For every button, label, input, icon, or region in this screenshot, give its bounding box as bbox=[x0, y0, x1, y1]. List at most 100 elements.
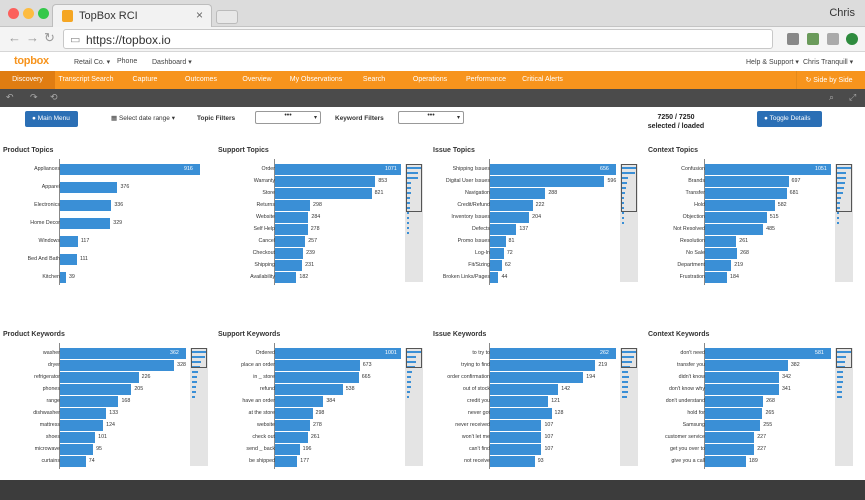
mini-scrollbar[interactable] bbox=[405, 164, 423, 282]
bar-row[interactable]: Website 284 bbox=[215, 211, 430, 223]
url-input[interactable]: ▭ https://topbox.io bbox=[63, 29, 773, 49]
bar[interactable] bbox=[490, 372, 584, 383]
bar-row[interactable]: hold for 265 bbox=[645, 407, 860, 419]
bar[interactable] bbox=[275, 224, 308, 235]
bar-row[interactable]: mattress 124 bbox=[0, 419, 215, 431]
bar[interactable] bbox=[275, 348, 401, 359]
maximize-window-button[interactable] bbox=[38, 8, 49, 19]
bar-row[interactable]: range 168 bbox=[0, 395, 215, 407]
forward-icon[interactable]: → bbox=[26, 30, 39, 45]
channel-link[interactable]: Phone bbox=[117, 58, 138, 65]
bar[interactable] bbox=[275, 188, 372, 199]
bar[interactable] bbox=[60, 200, 112, 211]
scroll-window-handle[interactable] bbox=[621, 348, 637, 368]
bar[interactable] bbox=[60, 372, 139, 383]
bar[interactable] bbox=[705, 176, 789, 187]
user-dropdown[interactable]: Chris Tranquill ▾ bbox=[803, 59, 854, 66]
bar-row[interactable]: Digital User Issues 596 bbox=[430, 175, 645, 187]
fullscreen-icon[interactable]: ⤢ bbox=[849, 92, 857, 102]
nav-outcomes[interactable]: Outcomes bbox=[185, 76, 217, 83]
bar[interactable] bbox=[275, 164, 401, 175]
bar[interactable] bbox=[705, 360, 788, 371]
bar[interactable] bbox=[705, 272, 728, 283]
bar-row[interactable]: Returns 298 bbox=[215, 199, 430, 211]
bar-row[interactable]: No Sale 268 bbox=[645, 247, 860, 259]
keyword-filters-dropdown[interactable]: ••• ▾ bbox=[398, 111, 464, 124]
bar-row[interactable]: out of stock 142 bbox=[430, 383, 645, 395]
bar[interactable] bbox=[60, 182, 118, 193]
nav-discovery[interactable]: Discovery bbox=[0, 71, 55, 89]
nav-transcript-search[interactable]: Transcript Search bbox=[58, 76, 114, 83]
bar[interactable] bbox=[490, 432, 542, 443]
bar[interactable] bbox=[60, 444, 94, 455]
bar[interactable] bbox=[60, 456, 86, 467]
bar-row[interactable]: Objection 515 bbox=[645, 211, 860, 223]
bar-row[interactable]: Fit/Sizing 62 bbox=[430, 259, 645, 271]
bar-row[interactable]: Samsung 255 bbox=[645, 419, 860, 431]
bar[interactable] bbox=[490, 456, 535, 467]
help-support-dropdown[interactable]: Help & Support ▾ bbox=[746, 59, 799, 66]
bar[interactable] bbox=[705, 372, 780, 383]
account-dropdown[interactable]: Retail Co. ▾ bbox=[74, 59, 111, 66]
bar[interactable] bbox=[60, 408, 107, 419]
undo-icon[interactable]: ↶ bbox=[6, 92, 14, 102]
nav-overview[interactable]: Overview bbox=[242, 76, 272, 83]
bar[interactable] bbox=[275, 248, 304, 259]
bar[interactable] bbox=[490, 348, 616, 359]
bar[interactable] bbox=[490, 444, 542, 455]
reset-icon[interactable]: ⟲ bbox=[50, 92, 58, 102]
bar-row[interactable]: washer 362 bbox=[0, 347, 215, 359]
bar-row[interactable]: get you over to 227 bbox=[645, 443, 860, 455]
bar-row[interactable]: don't understand 268 bbox=[645, 395, 860, 407]
bar-row[interactable]: trying to find 219 bbox=[430, 359, 645, 371]
mini-scrollbar[interactable] bbox=[620, 164, 638, 282]
bar[interactable] bbox=[275, 444, 300, 455]
bar-row[interactable]: Navigation 288 bbox=[430, 187, 645, 199]
scroll-window-handle[interactable] bbox=[836, 164, 852, 212]
bar-row[interactable]: to try to 262 bbox=[430, 347, 645, 359]
bar[interactable] bbox=[490, 420, 542, 431]
minimize-window-button[interactable] bbox=[23, 8, 34, 19]
bar-row[interactable]: Inventory Issues 204 bbox=[430, 211, 645, 223]
back-icon[interactable]: ← bbox=[8, 30, 21, 45]
bar[interactable] bbox=[490, 236, 506, 247]
reload-icon[interactable]: ↻ bbox=[44, 30, 55, 45]
bar[interactable] bbox=[705, 420, 761, 431]
bar-row[interactable]: Ordered 1001 bbox=[215, 347, 430, 359]
bar-row[interactable]: Transfer 681 bbox=[645, 187, 860, 199]
bar[interactable] bbox=[490, 212, 530, 223]
bar-row[interactable]: Appliances 916 bbox=[0, 163, 215, 175]
bar-row[interactable]: Shipping Issues 656 bbox=[430, 163, 645, 175]
bar[interactable] bbox=[60, 348, 186, 359]
bar-row[interactable]: shoes 101 bbox=[0, 431, 215, 443]
bar-row[interactable]: Cancel 257 bbox=[215, 235, 430, 247]
bar-row[interactable]: Apparel 376 bbox=[0, 181, 215, 193]
nav-capture[interactable]: Capture bbox=[132, 76, 158, 83]
grammarly-extension-icon[interactable] bbox=[846, 33, 858, 45]
zoom-icon[interactable]: ⌕ bbox=[829, 92, 835, 102]
bar[interactable] bbox=[275, 200, 311, 211]
date-range-dropdown[interactable]: ▦ Select date range ▾ bbox=[111, 115, 175, 122]
bar[interactable] bbox=[490, 396, 549, 407]
nav-operations[interactable]: Operations bbox=[412, 76, 448, 83]
bar-row[interactable]: transfer you 382 bbox=[645, 359, 860, 371]
browser-user[interactable]: Chris bbox=[829, 7, 855, 19]
bar[interactable] bbox=[275, 372, 359, 383]
bar-row[interactable]: send _ back 196 bbox=[215, 443, 430, 455]
bar[interactable] bbox=[60, 384, 132, 395]
bar-row[interactable]: dishwasher 133 bbox=[0, 407, 215, 419]
bar[interactable] bbox=[275, 456, 298, 467]
mini-scrollbar[interactable] bbox=[835, 164, 853, 282]
side-by-side-button[interactable]: ↻ Side by Side bbox=[796, 71, 861, 89]
bar-row[interactable]: not receive 93 bbox=[430, 455, 645, 467]
bar-row[interactable]: Broken Links/Pages 44 bbox=[430, 271, 645, 283]
bar[interactable] bbox=[60, 236, 78, 247]
mini-scrollbar[interactable] bbox=[405, 348, 423, 466]
bar-row[interactable]: Store 821 bbox=[215, 187, 430, 199]
recycle-extension-icon[interactable] bbox=[807, 33, 819, 45]
bar[interactable] bbox=[705, 212, 767, 223]
nav-critical-alerts[interactable]: Critical Alerts bbox=[522, 76, 563, 83]
sync-extension-icon[interactable] bbox=[827, 33, 839, 45]
bar[interactable] bbox=[275, 236, 306, 247]
bar[interactable] bbox=[705, 396, 764, 407]
